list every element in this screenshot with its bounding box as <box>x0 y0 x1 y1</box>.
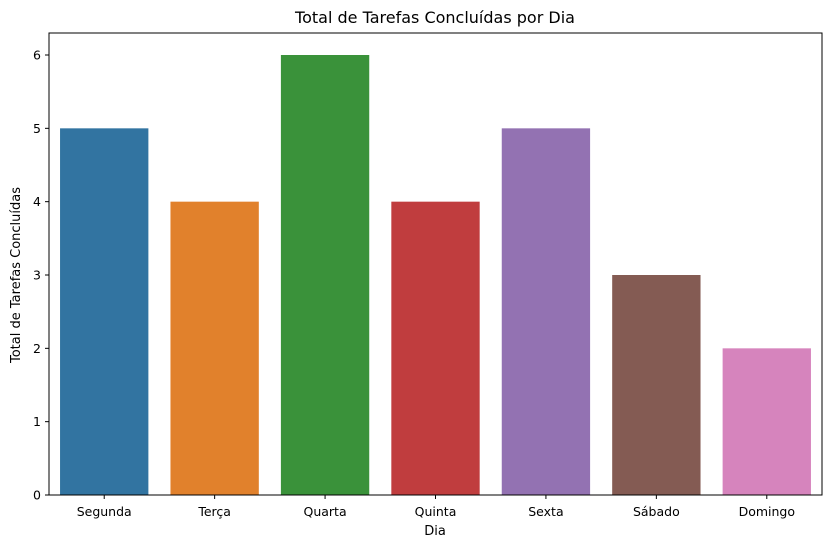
x-tick-label: Sábado <box>633 504 680 519</box>
y-tick-label: 0 <box>33 488 41 503</box>
bars-group <box>60 55 811 496</box>
bar-5 <box>501 128 591 496</box>
y-axis-label: Total de Tarefas Concluídas <box>9 187 24 364</box>
x-tick-label: Domingo <box>739 504 795 519</box>
y-tick-label: 2 <box>33 341 41 356</box>
y-tick-label: 3 <box>33 268 41 283</box>
bar-1 <box>60 128 149 496</box>
bar-4 <box>391 201 480 495</box>
x-tick-label: Sexta <box>528 504 563 519</box>
bar-3 <box>280 55 370 495</box>
x-tick-label: Segunda <box>77 504 132 519</box>
y-tick-label: 1 <box>33 414 41 429</box>
y-axis-ticks: 0 1 2 3 4 5 6 <box>33 48 49 503</box>
bar-6 <box>612 275 701 495</box>
x-tick-label: Quarta <box>304 504 347 519</box>
chart-title: Total de Tarefas Concluídas por Dia <box>294 8 575 27</box>
y-tick-label: 4 <box>33 194 41 209</box>
bar-7 <box>722 348 811 495</box>
x-axis-label: Dia <box>424 524 446 539</box>
x-axis-ticks: Segunda Terça Quarta Quinta Sexta Sábado Domin… <box>77 495 795 519</box>
y-tick-label: 5 <box>33 121 41 136</box>
plot-frame <box>48 32 823 496</box>
y-tick-label: 6 <box>33 48 41 63</box>
bar-2 <box>170 201 259 495</box>
x-tick-label: Quinta <box>415 504 457 519</box>
x-tick-label: Terça <box>197 504 231 519</box>
